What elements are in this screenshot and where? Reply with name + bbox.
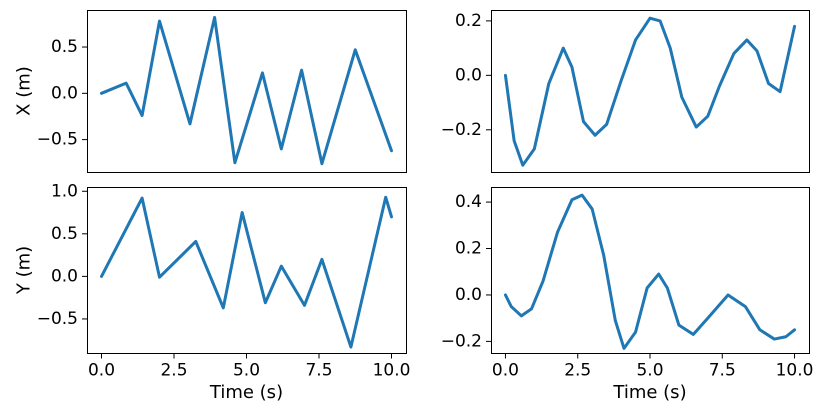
x-tick-label: 2.5 xyxy=(160,361,187,381)
x-tick-label: 7.5 xyxy=(709,361,736,381)
y-tick-label: −0.5 xyxy=(37,309,78,329)
axes-frame xyxy=(87,10,407,173)
x-tick-label: 7.5 xyxy=(305,361,332,381)
y-tick-label: −0.2 xyxy=(441,331,482,351)
axes-frame xyxy=(491,187,810,354)
y-tick-label: 0.2 xyxy=(455,11,482,31)
series-line xyxy=(503,16,797,167)
y-tick-label: 1.0 xyxy=(51,181,78,201)
x-axis-label: Time (s) xyxy=(612,382,686,403)
y-tick-label: 0.0 xyxy=(455,285,482,305)
x-axis-label: Time (s) xyxy=(209,382,283,403)
x-tick-label: 5.0 xyxy=(233,361,260,381)
y-tick-label: 0.0 xyxy=(51,83,78,103)
y-tick-label: 0.0 xyxy=(51,266,78,286)
panel-top-right: 0.2 0.0 −0.2 xyxy=(441,10,810,173)
panel-bottom-left: 1.0 0.5 0.0 −0.5 0.0 2.5 5.0 7.5 10.0 Y (m) Time (… xyxy=(14,181,411,403)
series-line xyxy=(100,195,393,349)
series-line xyxy=(100,15,393,166)
y-tick-label: −0.2 xyxy=(441,120,482,140)
series-line xyxy=(503,193,797,350)
x-tick-label: 2.5 xyxy=(564,361,591,381)
y-tick-label: 0.0 xyxy=(455,65,482,85)
x-tick-label: 10.0 xyxy=(776,361,814,381)
x-tick-label: 10.0 xyxy=(373,361,411,381)
x-tick-label: 0.0 xyxy=(88,361,115,381)
y-tick-label: 0.5 xyxy=(51,224,78,244)
x-tick-label: 0.0 xyxy=(492,361,519,381)
x-tick-label: 5.0 xyxy=(636,361,663,381)
y-tick-label: −0.5 xyxy=(37,130,78,150)
y-tick-label: 0.4 xyxy=(455,192,482,212)
y-axis-label: X (m) xyxy=(14,66,35,116)
y-axis-label: Y (m) xyxy=(14,246,35,295)
panel-top-left: 0.5 0.0 −0.5X (m) xyxy=(14,10,407,173)
y-tick-label: 0.5 xyxy=(51,37,78,57)
y-tick-label: 0.2 xyxy=(455,239,482,259)
panel-bottom-right: 0.4 0.2 0.0 −0.2 0.0 2.5 5.0 7.5 10.0 Time (s) xyxy=(441,187,814,403)
axes-frame xyxy=(491,10,810,173)
